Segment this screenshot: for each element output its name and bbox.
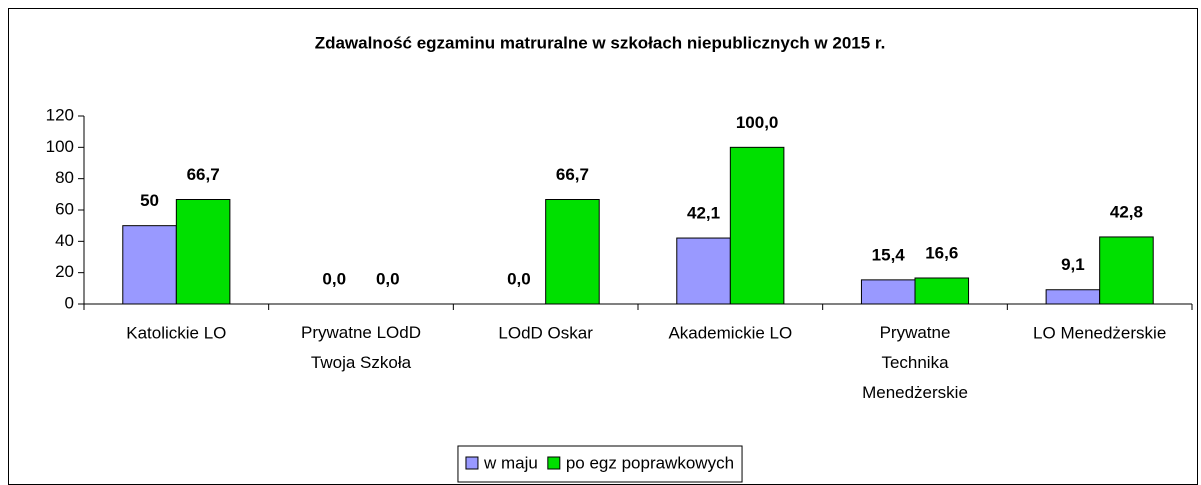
value-label: 66,7 bbox=[556, 165, 589, 184]
value-label: 100,0 bbox=[736, 113, 779, 132]
chart-title: Zdawalność egzaminu matruralne w szkołac… bbox=[315, 33, 886, 52]
x-tick-label: LO Menedżerskie bbox=[1033, 323, 1166, 342]
x-tick-label-line: Prywatne LOdD bbox=[301, 323, 421, 342]
bar bbox=[729, 146, 785, 305]
y-tick-label: 100 bbox=[46, 137, 74, 156]
value-label: 9,1 bbox=[1061, 255, 1085, 274]
value-label: 42,1 bbox=[687, 204, 720, 223]
legend-label: po egz poprawkowych bbox=[566, 453, 734, 472]
x-tick-label: Akademickie LO bbox=[668, 323, 792, 342]
x-tick-label: Prywatne Technika Menedżerskie bbox=[862, 323, 968, 402]
legend-frame bbox=[457, 445, 743, 483]
legend-label: w maju bbox=[483, 453, 538, 472]
bar bbox=[1045, 289, 1101, 305]
legend-swatch bbox=[547, 456, 561, 470]
value-label: 0,0 bbox=[376, 269, 400, 288]
y-tick-label: 40 bbox=[55, 231, 74, 250]
x-tick-label-line: Prywatne bbox=[880, 323, 951, 342]
x-tick-label: Prywatne LOdD Twoja Szkoła bbox=[301, 323, 421, 372]
y-tick-label: 80 bbox=[55, 168, 74, 187]
legend: w maju po egz poprawkowych bbox=[457, 445, 743, 483]
value-label: 15,4 bbox=[872, 245, 906, 264]
bar bbox=[860, 279, 916, 305]
x-tick-label: Katolickie LO bbox=[126, 323, 226, 342]
y-tick-label: 120 bbox=[46, 105, 74, 124]
bar bbox=[676, 237, 731, 305]
bar bbox=[545, 199, 600, 305]
x-tick-label-line: Menedżerskie bbox=[862, 383, 968, 402]
value-label: 42,8 bbox=[1110, 202, 1143, 221]
y-tick-label: 60 bbox=[55, 199, 74, 218]
x-tick-label: LOdD Oskar bbox=[498, 323, 593, 342]
bar bbox=[175, 199, 231, 305]
x-tick-label-line: Technika bbox=[881, 353, 949, 372]
y-tick-label: 0 bbox=[65, 293, 74, 312]
bar bbox=[122, 225, 177, 305]
value-label: 16,6 bbox=[925, 243, 958, 262]
legend-swatch bbox=[465, 456, 479, 470]
y-tick-label: 20 bbox=[55, 262, 74, 281]
value-label: 0,0 bbox=[507, 269, 531, 288]
value-label: 50 bbox=[140, 191, 159, 210]
bar bbox=[914, 277, 970, 305]
value-label: 0,0 bbox=[322, 269, 346, 288]
value-label: 66,7 bbox=[187, 165, 220, 184]
bar bbox=[1099, 236, 1154, 305]
x-tick-label-line: Twoja Szkoła bbox=[311, 353, 412, 372]
